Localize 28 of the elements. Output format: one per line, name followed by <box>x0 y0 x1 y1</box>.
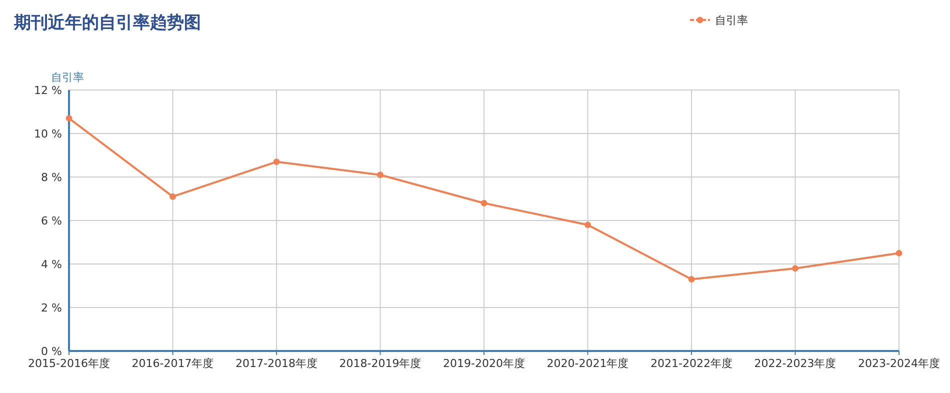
x-tick-label: 2022-2023年度 <box>754 357 836 370</box>
legend-label: 自引率 <box>715 14 748 27</box>
x-tick-label: 2019-2020年度 <box>443 357 525 370</box>
y-tick-label: 12 % <box>34 84 62 97</box>
point <box>273 158 280 165</box>
y-tick-label: 10 % <box>34 128 62 140</box>
x-tick-label: 2023-2024年度 <box>858 357 940 370</box>
y-tick-label: 4 % <box>41 258 62 271</box>
point <box>896 250 902 256</box>
x-tick-label: 2021-2022年度 <box>650 357 732 370</box>
point <box>377 172 384 178</box>
x-tick-label: 2017-2018年度 <box>236 357 318 370</box>
x-tick-label: 2015-2016年度 <box>28 357 110 370</box>
y-tick-label: 8 % <box>41 171 62 184</box>
y-tick-label: 6 % <box>41 214 62 228</box>
y-tick-label: 0 % <box>41 345 62 358</box>
chart-title: 期刊近年的自引率趋势图 <box>13 13 201 33</box>
point <box>584 222 591 228</box>
point <box>170 193 176 200</box>
y-axis-title: 自引率 <box>51 71 84 84</box>
point <box>66 115 72 122</box>
x-tick-label: 2016-2017年度 <box>132 357 214 370</box>
point <box>480 200 488 206</box>
y-tick-label: 2 % <box>41 302 62 314</box>
point <box>792 265 798 272</box>
x-tick-label: 2020-2021年度 <box>546 357 629 370</box>
point <box>688 276 695 282</box>
x-tick-label: 2018-2019年度 <box>339 357 422 370</box>
